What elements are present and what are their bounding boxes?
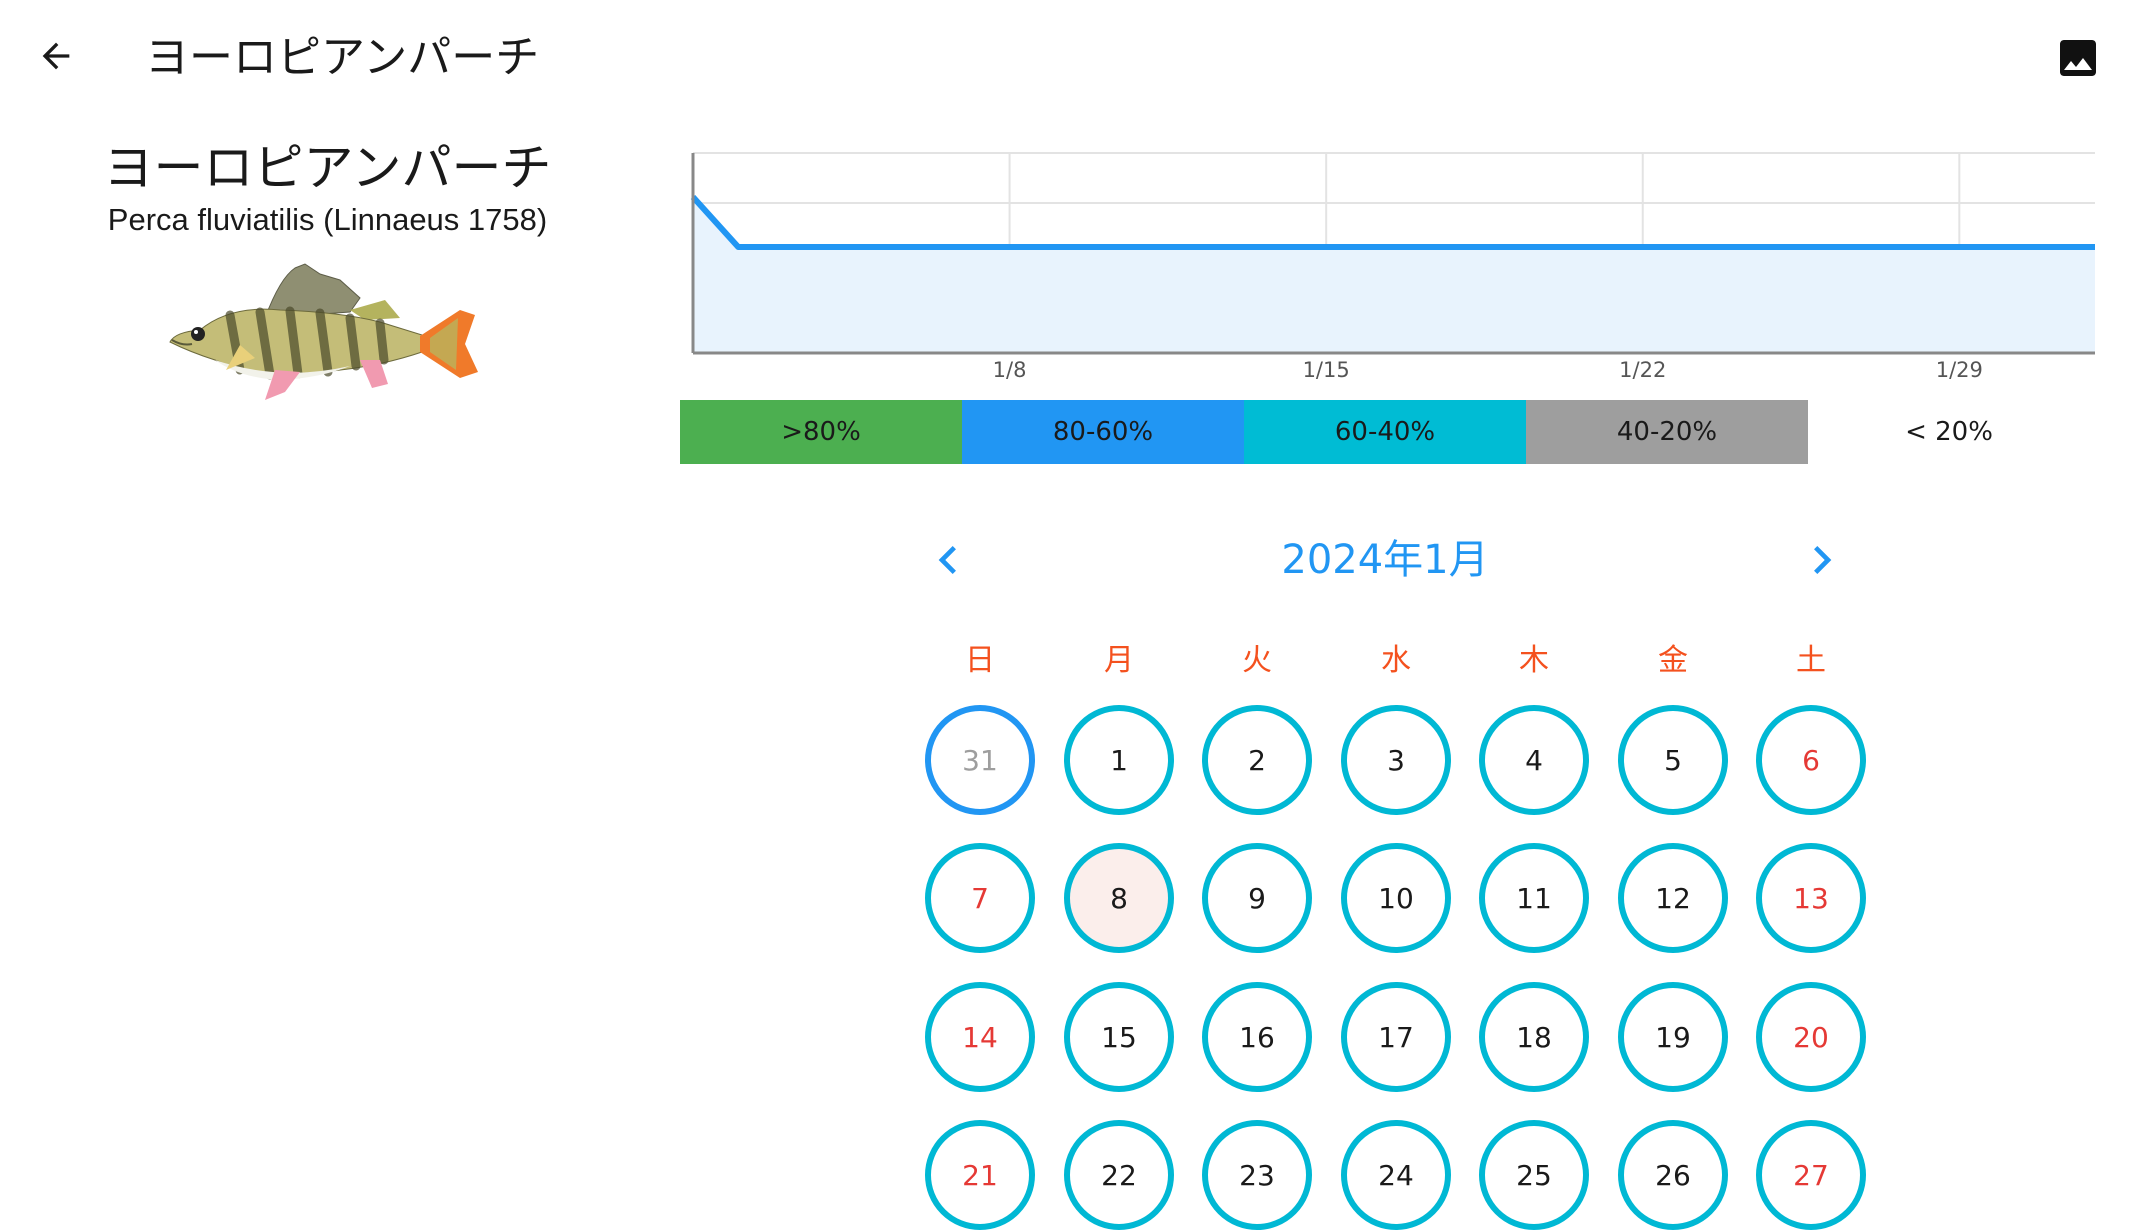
calendar-day[interactable]: 18 [1479,982,1589,1092]
chart-series-line [690,194,2095,250]
chevron-left-icon [938,546,956,574]
calendar-day[interactable]: 1 [1064,705,1174,815]
calendar-day[interactable]: 20 [1756,982,1866,1092]
app-bar: ヨーロピアンパーチ [0,0,2132,115]
image-icon [2060,40,2096,76]
calendar-day[interactable]: 22 [1064,1120,1174,1230]
calendar-day[interactable]: 24 [1341,1120,1451,1230]
calendar-day[interactable]: 11 [1479,843,1589,953]
calendar-day[interactable]: 7 [925,843,1035,953]
calendar-day[interactable]: 2 [1202,705,1312,815]
calendar-month-title: 2024年1月 [1281,537,1489,583]
calendar-day[interactable]: 31 [925,705,1035,815]
chart-area-fill [693,197,2095,353]
calendar-day[interactable]: 25 [1479,1120,1589,1230]
weekday-label: 日 [965,643,995,678]
fish-image [169,263,478,400]
weekday-label: 金 [1658,643,1688,678]
calendar-day[interactable]: 15 [1064,982,1174,1092]
next-month-button[interactable] [1794,532,1850,588]
calendar-day[interactable]: 26 [1618,1120,1728,1230]
legend-item: 60-40% [1244,400,1526,464]
chart-x-tick-label: 1/29 [1936,358,1983,382]
legend-item: 80-60% [962,400,1244,464]
calendar-day[interactable]: 8 [1064,843,1174,953]
weekday-label: 火 [1242,643,1272,678]
chart-x-tick-label: 1/8 [993,358,1027,382]
legend: >80% 80-60% 60-40% 40-20% < 20% [680,400,2090,464]
species-name: ヨーロピアンパーチ [103,139,552,197]
legend-item: 40-20% [1526,400,1808,464]
legend-item: < 20% [1808,400,2090,464]
calendar-day[interactable]: 12 [1618,843,1728,953]
calendar-day[interactable]: 3 [1341,705,1451,815]
calendar-day[interactable]: 6 [1756,705,1866,815]
calendar-header: 2024年1月 [920,520,1850,600]
calendar-day[interactable]: 10 [1341,843,1451,953]
chart-x-tick-label: 1/15 [1303,358,1350,382]
calendar-day[interactable]: 23 [1202,1120,1312,1230]
calendar-day[interactable]: 19 [1618,982,1728,1092]
weekday-header: 日月火水木金土 [920,635,1865,685]
activity-chart: 1/8 1/15 1/22 1/29 [690,152,2095,382]
weekday-label: 月 [1104,643,1134,678]
back-button[interactable] [30,30,82,82]
chart-x-tick-label: 1/22 [1619,358,1666,382]
calendar-day[interactable]: 21 [925,1120,1035,1230]
legend-item: >80% [680,400,962,464]
weekday-label: 土 [1796,643,1826,678]
image-button[interactable] [2054,34,2102,82]
calendar-day[interactable]: 27 [1756,1120,1866,1230]
chevron-right-icon [1814,546,1832,574]
prev-month-button[interactable] [920,532,976,588]
scientific-name: Perca fluviatilis (Linnaeus 1758) [107,202,548,237]
calendar-day[interactable]: 16 [1202,982,1312,1092]
weekday-label: 水 [1381,643,1411,678]
calendar-day[interactable]: 4 [1479,705,1589,815]
calendar-day[interactable]: 13 [1756,843,1866,953]
weekday-label: 木 [1519,643,1549,678]
page-title: ヨーロピアンパーチ [145,32,540,83]
calendar-day[interactable]: 9 [1202,843,1312,953]
calendar-day[interactable]: 14 [925,982,1035,1092]
calendar-day[interactable]: 5 [1618,705,1728,815]
calendar-day[interactable]: 17 [1341,982,1451,1092]
arrow-back-icon [42,42,70,70]
